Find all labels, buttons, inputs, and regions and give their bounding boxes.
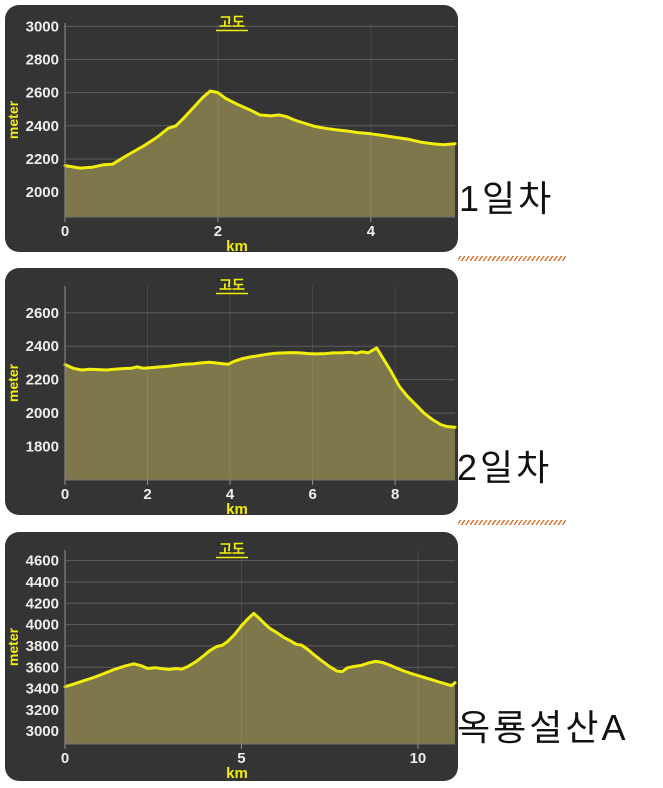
x-tick-label: 0 bbox=[61, 223, 69, 240]
y-tick-label: 3000 bbox=[26, 723, 59, 740]
hatched-separator-2 bbox=[458, 520, 566, 525]
x-tick-label: 2 bbox=[143, 486, 151, 503]
elevation-chart-day1: 2000 2200 2400 2600 2800 3000 0 2 4 고도 km meter bbox=[5, 14, 457, 252]
x-tick-label: 5 bbox=[237, 750, 245, 767]
y-tick-label: 3400 bbox=[26, 681, 59, 698]
elevation-line bbox=[63, 346, 457, 429]
y-tick-label: 2400 bbox=[26, 338, 59, 355]
x-tick-label: 10 bbox=[410, 750, 427, 767]
elevation-chart-card-day2: 1800 2000 2200 2400 2600 0 2 4 6 8 고도 km meter bbox=[5, 268, 458, 515]
x-tick-label: 2 bbox=[214, 223, 222, 240]
y-tick-label: 4600 bbox=[26, 553, 59, 570]
y-tick-label: 1800 bbox=[26, 439, 59, 456]
x-tick-label: 8 bbox=[391, 486, 399, 503]
elevation-chart-day2: 1800 2000 2200 2400 2600 0 2 4 6 8 고도 km meter bbox=[5, 277, 457, 515]
y-tick-label: 2600 bbox=[26, 305, 59, 322]
x-tick-label: 4 bbox=[226, 486, 235, 503]
x-tick-label: 6 bbox=[308, 486, 316, 503]
y-tick-label: 4200 bbox=[26, 595, 59, 612]
y-tick-label: 2400 bbox=[26, 118, 59, 135]
chart-title: 고도 bbox=[219, 277, 245, 293]
x-tick-label: 0 bbox=[61, 486, 69, 503]
chart-title: 고도 bbox=[219, 14, 245, 30]
elevation-line bbox=[63, 89, 457, 170]
chart-side-label-mountain: 옥룡설산A bbox=[457, 707, 629, 748]
chart-title: 고도 bbox=[219, 541, 245, 557]
y-tick-label: 3600 bbox=[26, 659, 59, 676]
elevation-chart-mountain: 3000 3200 3400 3600 3800 4000 4200 4400 4600 0 5 10… bbox=[5, 541, 457, 779]
y-tick-label: 2000 bbox=[26, 405, 59, 422]
y-tick-label: 2800 bbox=[26, 51, 59, 68]
elevation-area bbox=[65, 91, 455, 217]
x-axis-caption: km bbox=[226, 238, 248, 252]
hatched-separator-1 bbox=[458, 256, 566, 261]
y-tick-label: 2200 bbox=[26, 151, 59, 168]
elevation-area bbox=[65, 613, 455, 744]
y-tick-label: 2200 bbox=[26, 372, 59, 389]
elevation-area bbox=[65, 347, 455, 480]
chart-side-label-day2: 2일차 bbox=[457, 447, 553, 488]
chart-side-label-day1: 1일차 bbox=[459, 178, 555, 219]
x-axis-caption: km bbox=[226, 501, 248, 515]
y-tick-label: 3200 bbox=[26, 702, 59, 719]
y-axis-caption: meter bbox=[5, 627, 21, 666]
y-tick-label: 2600 bbox=[26, 85, 59, 102]
x-tick-label: 0 bbox=[61, 750, 69, 767]
y-tick-label: 2000 bbox=[26, 184, 59, 201]
y-tick-label: 4000 bbox=[26, 617, 59, 634]
elevation-chart-card-mountain: 3000 3200 3400 3600 3800 4000 4200 4400 4600 0 5 10… bbox=[5, 532, 458, 781]
y-axis-caption: meter bbox=[5, 100, 21, 139]
elevation-chart-card-day1: 2000 2200 2400 2600 2800 3000 0 2 4 고도 km meter bbox=[5, 5, 458, 252]
y-tick-label: 3000 bbox=[26, 18, 59, 35]
y-tick-label: 4400 bbox=[26, 574, 59, 591]
elevation-line bbox=[63, 611, 457, 689]
y-tick-label: 3800 bbox=[26, 638, 59, 655]
y-axis-caption: meter bbox=[5, 363, 21, 402]
x-axis-caption: km bbox=[226, 765, 248, 779]
x-tick-label: 4 bbox=[367, 223, 376, 240]
